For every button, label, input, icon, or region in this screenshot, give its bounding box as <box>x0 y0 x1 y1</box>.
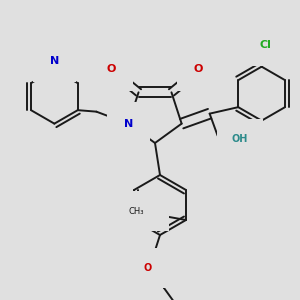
Text: Cl: Cl <box>260 40 272 50</box>
Text: O: O <box>146 206 154 216</box>
Text: N: N <box>50 56 59 66</box>
Text: CH₃: CH₃ <box>128 206 144 215</box>
Text: N: N <box>124 119 133 129</box>
Text: O: O <box>194 64 203 74</box>
Text: O: O <box>144 263 152 273</box>
Text: methoxy: methoxy <box>118 208 142 214</box>
Text: OH: OH <box>232 134 248 144</box>
Text: O: O <box>107 64 116 74</box>
